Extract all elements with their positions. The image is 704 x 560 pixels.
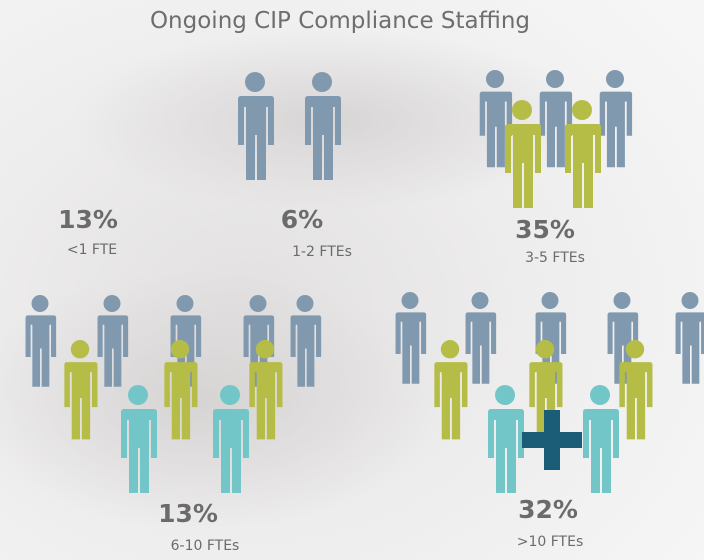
person-head (312, 72, 332, 92)
infographic: Ongoing CIP Compliance Staffing 13% <1 FT… (0, 0, 704, 560)
category-label: >10 FTEs (517, 534, 584, 550)
category-label: 1-2 FTEs (292, 244, 352, 260)
person-head (542, 292, 559, 309)
person-head (512, 100, 532, 120)
person-head (297, 295, 314, 312)
person-head (32, 295, 49, 312)
person-head (536, 340, 554, 358)
category-label: 3-5 FTEs (525, 250, 585, 266)
person-head (572, 100, 592, 120)
category-label: <1 FTE (67, 242, 117, 258)
person-head (495, 385, 515, 405)
person-head (590, 385, 610, 405)
percent-label: 13% (58, 205, 118, 234)
person-head (606, 70, 624, 88)
person-head (486, 70, 504, 88)
person-head (472, 292, 489, 309)
person-head (245, 72, 265, 92)
percent-label: 32% (518, 495, 578, 524)
person-head (220, 385, 240, 405)
person-head (128, 385, 148, 405)
person-head (171, 340, 189, 358)
person-head (402, 292, 419, 309)
person-head (441, 340, 459, 358)
person-head (614, 292, 631, 309)
person-head (177, 295, 194, 312)
person-head (682, 292, 699, 309)
percent-label: 13% (158, 499, 218, 528)
person-head (71, 340, 89, 358)
person-head (104, 295, 121, 312)
percent-label: 6% (281, 205, 323, 234)
person-head (250, 295, 267, 312)
person-head (256, 340, 274, 358)
person-head (626, 340, 644, 358)
category-label: 6-10 FTEs (171, 538, 240, 554)
chart-title: Ongoing CIP Compliance Staffing (150, 8, 530, 34)
person-head (546, 70, 564, 88)
percent-label: 35% (515, 215, 575, 244)
